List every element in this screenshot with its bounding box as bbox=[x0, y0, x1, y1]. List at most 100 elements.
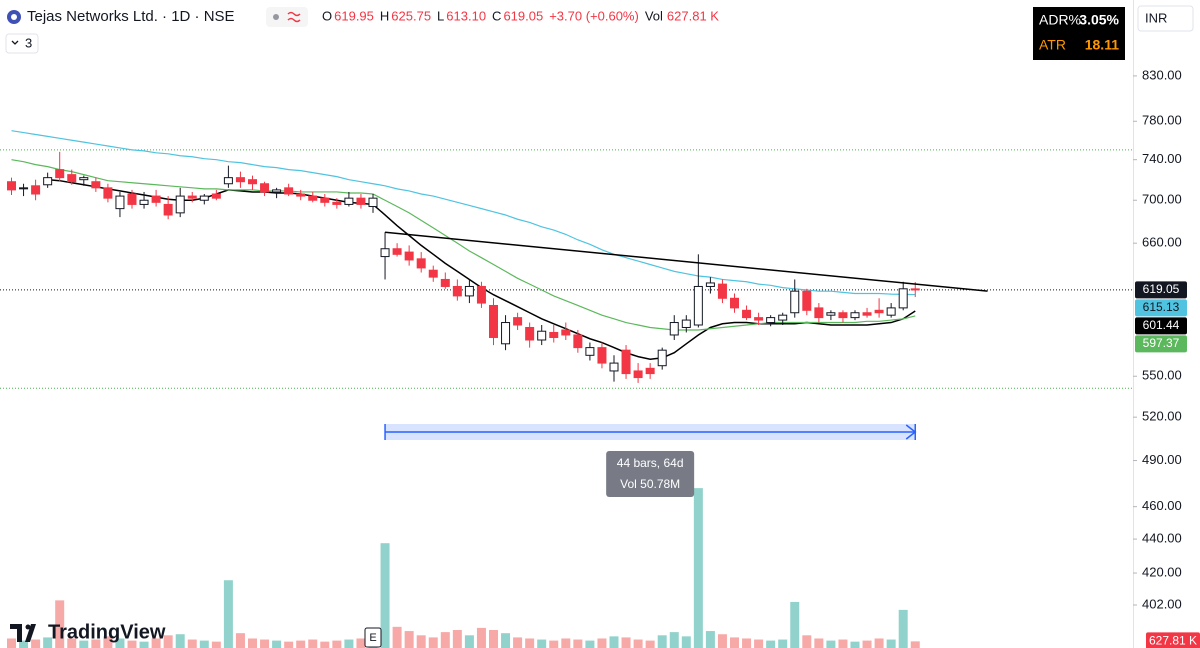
candle-body bbox=[513, 317, 523, 326]
indicator-count: 3 bbox=[25, 35, 32, 50]
candle-body bbox=[742, 309, 752, 319]
volume-bar bbox=[139, 641, 149, 648]
volume-bar bbox=[452, 630, 462, 648]
indicators-button[interactable] bbox=[5, 33, 39, 54]
candle-body bbox=[380, 248, 390, 258]
candle-body bbox=[730, 297, 739, 309]
candle-body bbox=[223, 177, 233, 185]
volume-bar bbox=[621, 637, 631, 648]
candle-body bbox=[43, 177, 53, 186]
volume-bar bbox=[633, 639, 643, 648]
candle-body bbox=[561, 329, 571, 336]
candle-body bbox=[754, 317, 764, 321]
volume-bar bbox=[296, 640, 306, 648]
range-arrow bbox=[905, 424, 917, 440]
candle-body bbox=[67, 174, 77, 183]
logo-dot bbox=[25, 624, 31, 630]
compare-toggle[interactable] bbox=[266, 7, 308, 27]
volume-bar bbox=[778, 639, 788, 648]
candle-body bbox=[669, 322, 679, 336]
symbol-logo-dot bbox=[11, 14, 17, 20]
candle-body bbox=[248, 179, 257, 185]
volume-label: Vol bbox=[645, 8, 663, 23]
volume-bar bbox=[705, 631, 715, 648]
volume-bar bbox=[742, 638, 752, 648]
candle-body bbox=[621, 349, 631, 375]
volume-bar bbox=[561, 638, 571, 648]
candle-body bbox=[476, 285, 486, 304]
candle-body bbox=[332, 201, 342, 205]
ohlc-label: C bbox=[492, 8, 501, 23]
symbol-title: Tejas Networks Ltd. · 1D · NSE bbox=[27, 8, 235, 25]
volume-bar bbox=[730, 637, 739, 648]
volume-bar bbox=[693, 488, 703, 648]
candle-body bbox=[284, 187, 294, 195]
range-label-box bbox=[606, 451, 695, 497]
volume-bar bbox=[874, 638, 884, 648]
volume-bar bbox=[320, 641, 330, 648]
volume-bar bbox=[754, 639, 764, 648]
y-tick-label: 420.00 bbox=[1142, 564, 1182, 579]
price-tag-label: 601.44 bbox=[1143, 318, 1180, 332]
volume-bar bbox=[404, 631, 414, 648]
volume-bar bbox=[537, 639, 547, 648]
volume-bar bbox=[127, 640, 137, 648]
y-tick-label: 660.00 bbox=[1142, 235, 1182, 250]
currency-button[interactable] bbox=[1137, 5, 1194, 32]
plot: 830.00 780.00 740.00 700.00 660.00 550.00 520.… bbox=[0, 67, 1200, 648]
y-tick-label: 460.00 bbox=[1142, 498, 1182, 513]
volume-bar bbox=[440, 632, 450, 648]
volume-bar bbox=[886, 639, 896, 648]
candle-body bbox=[910, 288, 920, 291]
change: +3.70 (+0.60%) bbox=[549, 8, 639, 23]
y-tick-label: 490.00 bbox=[1142, 452, 1182, 467]
y-tick-label: 550.00 bbox=[1142, 368, 1182, 383]
stats-box bbox=[1033, 7, 1125, 60]
volume-bar bbox=[585, 640, 595, 648]
earnings-marker bbox=[364, 627, 382, 648]
candle-body bbox=[645, 367, 655, 375]
y-tick-label: 520.00 bbox=[1142, 409, 1182, 424]
candle-body bbox=[886, 307, 896, 316]
volume-bar bbox=[489, 630, 498, 648]
candle-body bbox=[320, 197, 330, 203]
candle-body bbox=[681, 319, 691, 328]
candle-body bbox=[898, 288, 908, 309]
range-label: 44 bars, 64d bbox=[617, 456, 684, 470]
toggle-icon bbox=[287, 11, 301, 23]
volume-tag bbox=[1146, 632, 1200, 648]
candle-body bbox=[693, 285, 703, 326]
candle-body bbox=[838, 312, 848, 319]
ohlc-label: L bbox=[437, 8, 444, 23]
candle-body bbox=[115, 195, 125, 210]
candle-body bbox=[826, 312, 836, 316]
volume-bar bbox=[513, 637, 523, 648]
candle-body bbox=[260, 183, 270, 193]
volume-bar bbox=[260, 639, 270, 648]
ohlc-value: 619.95 bbox=[334, 8, 374, 23]
candle-body bbox=[91, 181, 101, 189]
candle-body bbox=[55, 169, 65, 179]
stat-label: ADR% bbox=[1039, 12, 1081, 28]
candle-body bbox=[802, 290, 812, 311]
candle-body bbox=[139, 199, 149, 205]
volume-bar bbox=[657, 635, 667, 648]
toggle-dot bbox=[273, 14, 279, 20]
candle-body bbox=[199, 195, 209, 201]
volume-bar bbox=[67, 638, 77, 648]
volume-bar bbox=[597, 638, 607, 648]
price-tag-label: 615.13 bbox=[1143, 300, 1180, 314]
y-tick-label: 440.00 bbox=[1142, 531, 1182, 546]
volume-bar bbox=[31, 639, 41, 648]
volume-bar bbox=[43, 637, 53, 648]
ohlc-value: 619.05 bbox=[503, 8, 543, 23]
candle-body bbox=[778, 314, 788, 321]
volume-bar bbox=[910, 641, 920, 648]
volume-bar bbox=[19, 640, 29, 648]
candle-body bbox=[501, 322, 511, 345]
candle-body bbox=[489, 304, 498, 338]
volume-bar bbox=[826, 640, 836, 648]
candle-body bbox=[790, 290, 800, 314]
moving-average-line bbox=[11, 130, 916, 296]
